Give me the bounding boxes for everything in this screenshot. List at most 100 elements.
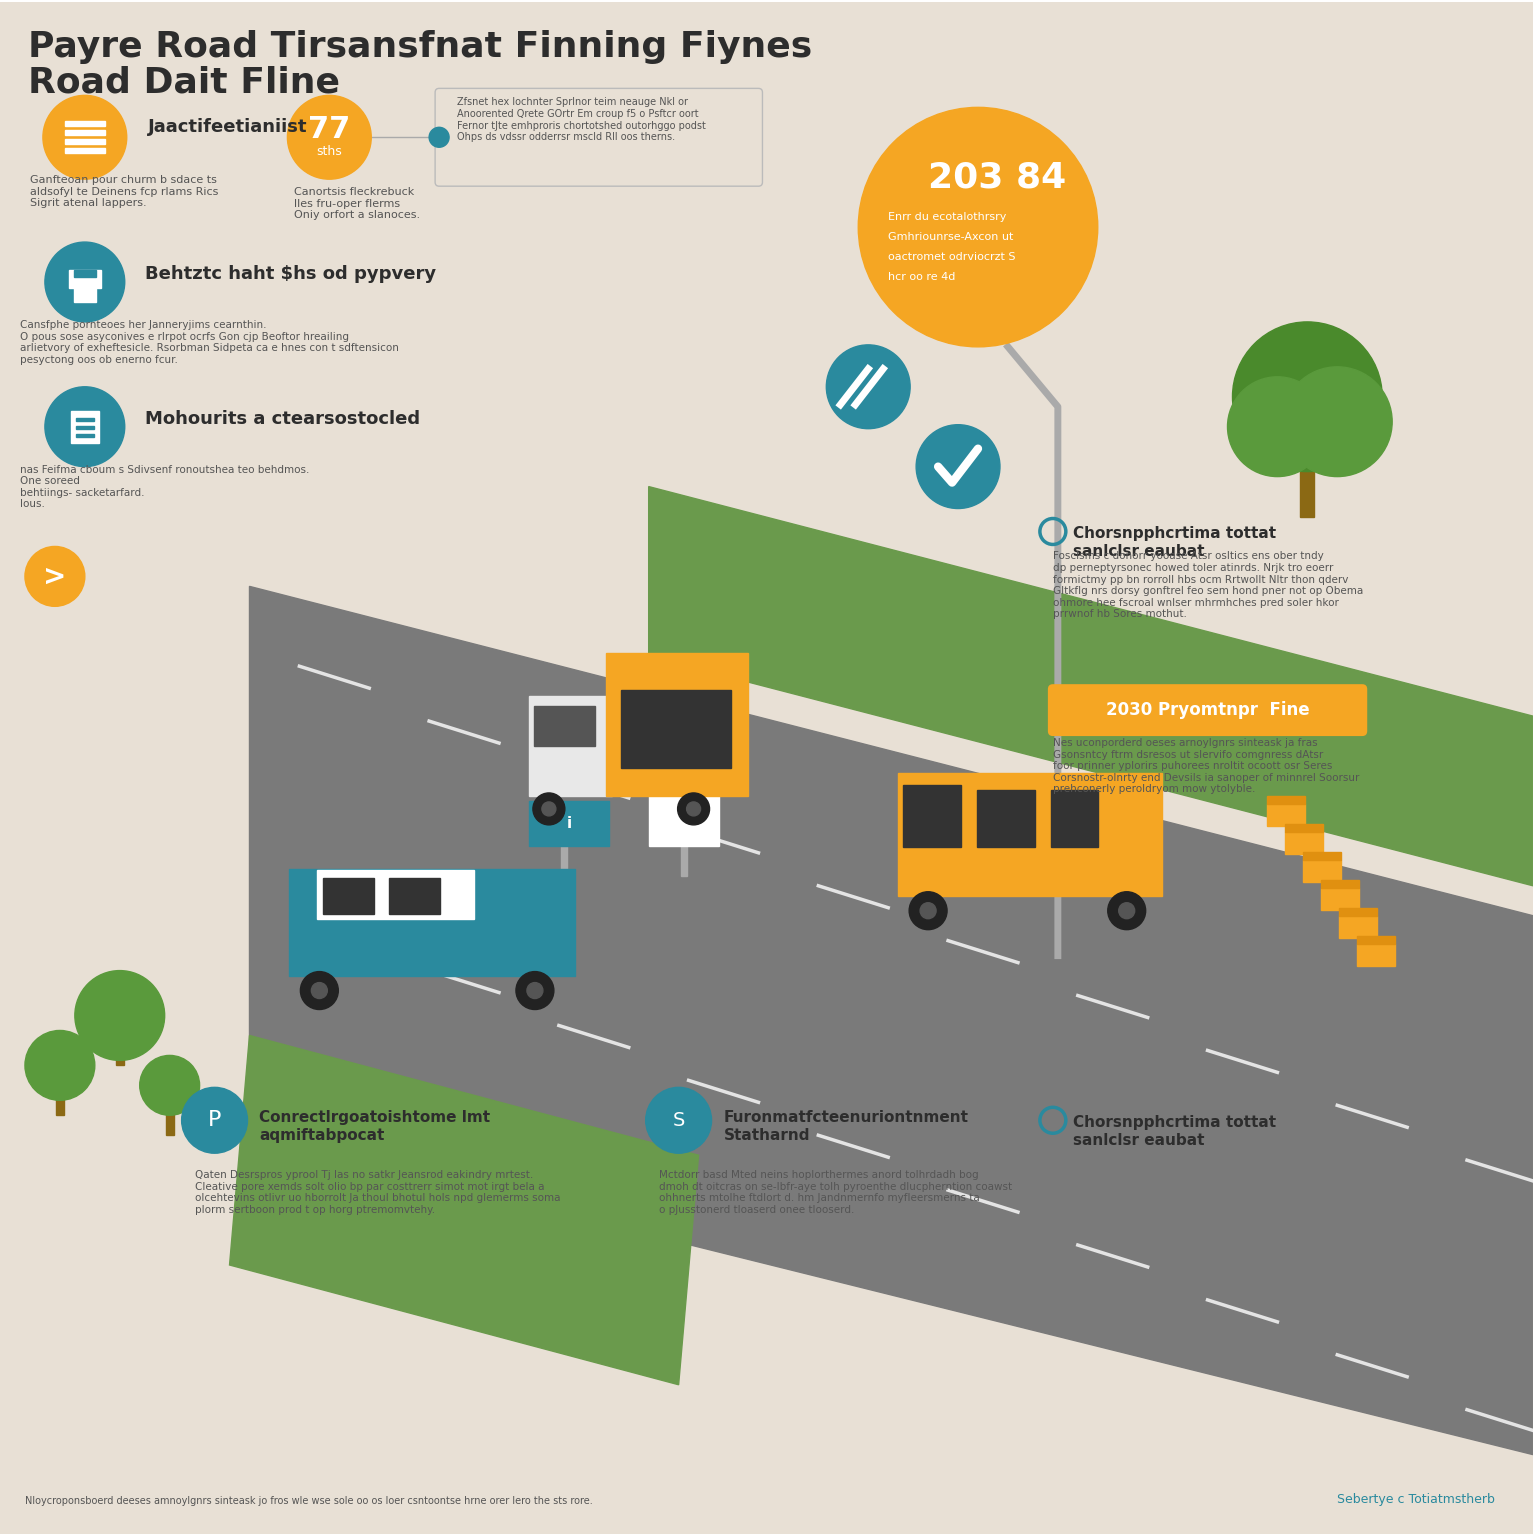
Bar [75, 433, 94, 436]
Bar [1304, 860, 1341, 882]
Bar [324, 877, 375, 914]
Bar [528, 696, 611, 796]
Circle shape [429, 127, 449, 147]
Bar [605, 653, 748, 796]
Bar [289, 869, 574, 975]
Text: Canortsis fleckrebuck
lles fru-oper flerms
Oniy orfort a slanoces.: Canortsis fleckrebuck lles fru-oper fler… [295, 187, 421, 220]
Bar [75, 425, 94, 429]
Circle shape [45, 243, 124, 323]
Bar [528, 800, 608, 846]
Circle shape [533, 793, 565, 825]
Bar [65, 131, 104, 135]
Polygon shape [648, 487, 1533, 886]
Circle shape [312, 983, 327, 998]
Circle shape [181, 1087, 247, 1154]
Text: Road Dait Fline: Road Dait Fline [28, 66, 339, 100]
Bar [1286, 833, 1324, 854]
Circle shape [645, 1087, 711, 1154]
Text: Mctdorr basd Mted neins hoplorthermes anord tolhrdadh bog
dmoh dt oitcras on se-: Mctdorr basd Mted neins hoplorthermes an… [659, 1170, 1012, 1215]
Bar [65, 149, 104, 154]
Bar [55, 1075, 65, 1115]
Bar [1267, 796, 1306, 803]
Text: Enrr du ecotalothrsry: Enrr du ecotalothrsry [888, 212, 1006, 223]
Text: i: i [567, 817, 571, 831]
Circle shape [43, 95, 127, 180]
Text: Mohourits a ctearsostocled: Mohourits a ctearsostocled [144, 410, 419, 427]
Circle shape [1232, 323, 1382, 472]
Text: hcr oo re 4d: hcr oo re 4d [888, 272, 955, 283]
Circle shape [1107, 892, 1146, 929]
Circle shape [301, 972, 338, 1009]
Bar [1339, 908, 1378, 915]
Bar [903, 785, 962, 846]
Circle shape [677, 793, 710, 825]
Text: Nes uconporderd oeses arnoylgnrs sinteask ja fras
Gsonsntcy ftrm dsresos ut sler: Nes uconporderd oeses arnoylgnrs sinteas… [1052, 739, 1359, 794]
Text: Jaactifeetianiist: Jaactifeetianiist [147, 118, 307, 137]
Circle shape [909, 892, 948, 929]
Text: Gmhriounrse-Axcon ut: Gmhriounrse-Axcon ut [888, 232, 1014, 243]
Bar [977, 790, 1035, 846]
Bar [318, 869, 475, 919]
Text: nas Feifma cboum s Sdivsenf ronoutshea teo behdmos.
One soreed
behtiings- sacket: nas Feifma cboum s Sdivsenf ronoutshea t… [20, 464, 309, 510]
Text: Chorsnpphcrtima tottat
sanlclsr eaubat: Chorsnpphcrtima tottat sanlclsr eaubat [1072, 1115, 1276, 1147]
Bar [389, 877, 441, 914]
Text: Conrectlrgoatoishtome lmt
aqmiftabpocat: Conrectlrgoatoishtome lmt aqmiftabpocat [260, 1111, 490, 1143]
Text: Fosclsms c donorr yooase Atsr osltics ens ober tndy
dp perneptyrsonec howed tole: Fosclsms c donorr yooase Atsr osltics en… [1052, 551, 1362, 619]
Circle shape [287, 95, 372, 180]
Circle shape [25, 547, 84, 607]
FancyBboxPatch shape [1048, 684, 1367, 736]
Bar [561, 843, 567, 876]
Bar [1321, 880, 1359, 888]
Text: S: S [673, 1111, 685, 1130]
Text: sths: sths [316, 144, 343, 158]
Text: 203 84: 203 84 [928, 160, 1066, 194]
Text: Qaten Desrspros yprool Tj las no satkr Jeansrod eakindry mrtest.
Cleative pore x: Qaten Desrspros yprool Tj las no satkr J… [195, 1170, 561, 1215]
Text: Ganfteoan pour churm b sdace ts
aldsofyl te Deinens fcp rlams Rics
Sigrit atenal: Ganfteoan pour churm b sdace ts aldsofyl… [29, 175, 218, 209]
Bar [69, 270, 101, 287]
Circle shape [826, 346, 911, 429]
Bar [1339, 915, 1378, 937]
Bar [1051, 790, 1098, 846]
Bar [74, 287, 95, 303]
Circle shape [1227, 376, 1327, 476]
Circle shape [542, 802, 556, 816]
Circle shape [140, 1055, 200, 1115]
Bar [1321, 888, 1359, 909]
Circle shape [859, 108, 1098, 347]
Bar [1304, 852, 1341, 860]
Circle shape [915, 424, 1000, 508]
Text: Chorsnpphcrtima tottat
sanlclsr eaubat: Chorsnpphcrtima tottat sanlclsr eaubat [1072, 527, 1276, 559]
Text: 77: 77 [309, 115, 350, 144]
Circle shape [920, 903, 935, 919]
Circle shape [1283, 367, 1392, 476]
Text: Sebertye c Totiatmstherb: Sebertye c Totiatmstherb [1338, 1493, 1495, 1507]
Circle shape [25, 1031, 95, 1100]
Bar [1286, 823, 1324, 833]
Circle shape [527, 983, 542, 998]
Text: Furonmatfcteenuriontnment
Statharnd: Furonmatfcteenuriontnment Statharnd [723, 1111, 969, 1143]
Bar [65, 140, 104, 144]
Bar [535, 707, 594, 746]
Bar [1358, 943, 1395, 966]
Bar [1301, 447, 1315, 516]
Circle shape [687, 802, 700, 816]
Circle shape [45, 387, 124, 467]
Polygon shape [229, 1035, 699, 1385]
Text: Zfsnet hex lochnter Sprlnor teim neauge Nkl or
Anoorented Qrete GOrtr Em croup f: Zfsnet hex lochnter Sprlnor teim neauge … [458, 97, 707, 143]
Text: Nloycroponsboerd deeses amnoylgnrs sinteask jo fros wle wse sole oo os loer csnt: Nloycroponsboerd deeses amnoylgnrs sinte… [25, 1496, 593, 1507]
Text: oactromet odrviocrzt S: oactromet odrviocrzt S [888, 252, 1015, 263]
Bar [71, 410, 98, 442]
Polygon shape [249, 587, 1533, 1455]
Text: >: > [43, 562, 66, 590]
Text: Cansfphe pornteoes her Janneryjims cearnthin.
O pous sose asyconives e rlrpot oc: Cansfphe pornteoes her Janneryjims cearn… [20, 319, 399, 364]
Circle shape [516, 972, 554, 1009]
Bar [74, 270, 95, 276]
Text: P: P [207, 1111, 221, 1130]
Bar [65, 121, 104, 126]
Bar [1358, 935, 1395, 943]
Bar [166, 1095, 174, 1135]
Bar [1267, 803, 1306, 826]
Text: Payre Road Tirsansfnat Finning Fiynes: Payre Road Tirsansfnat Finning Fiynes [28, 29, 813, 63]
Text: Behtztc haht $hs od pypvery: Behtztc haht $hs od pypvery [144, 266, 436, 283]
Bar [648, 791, 719, 846]
